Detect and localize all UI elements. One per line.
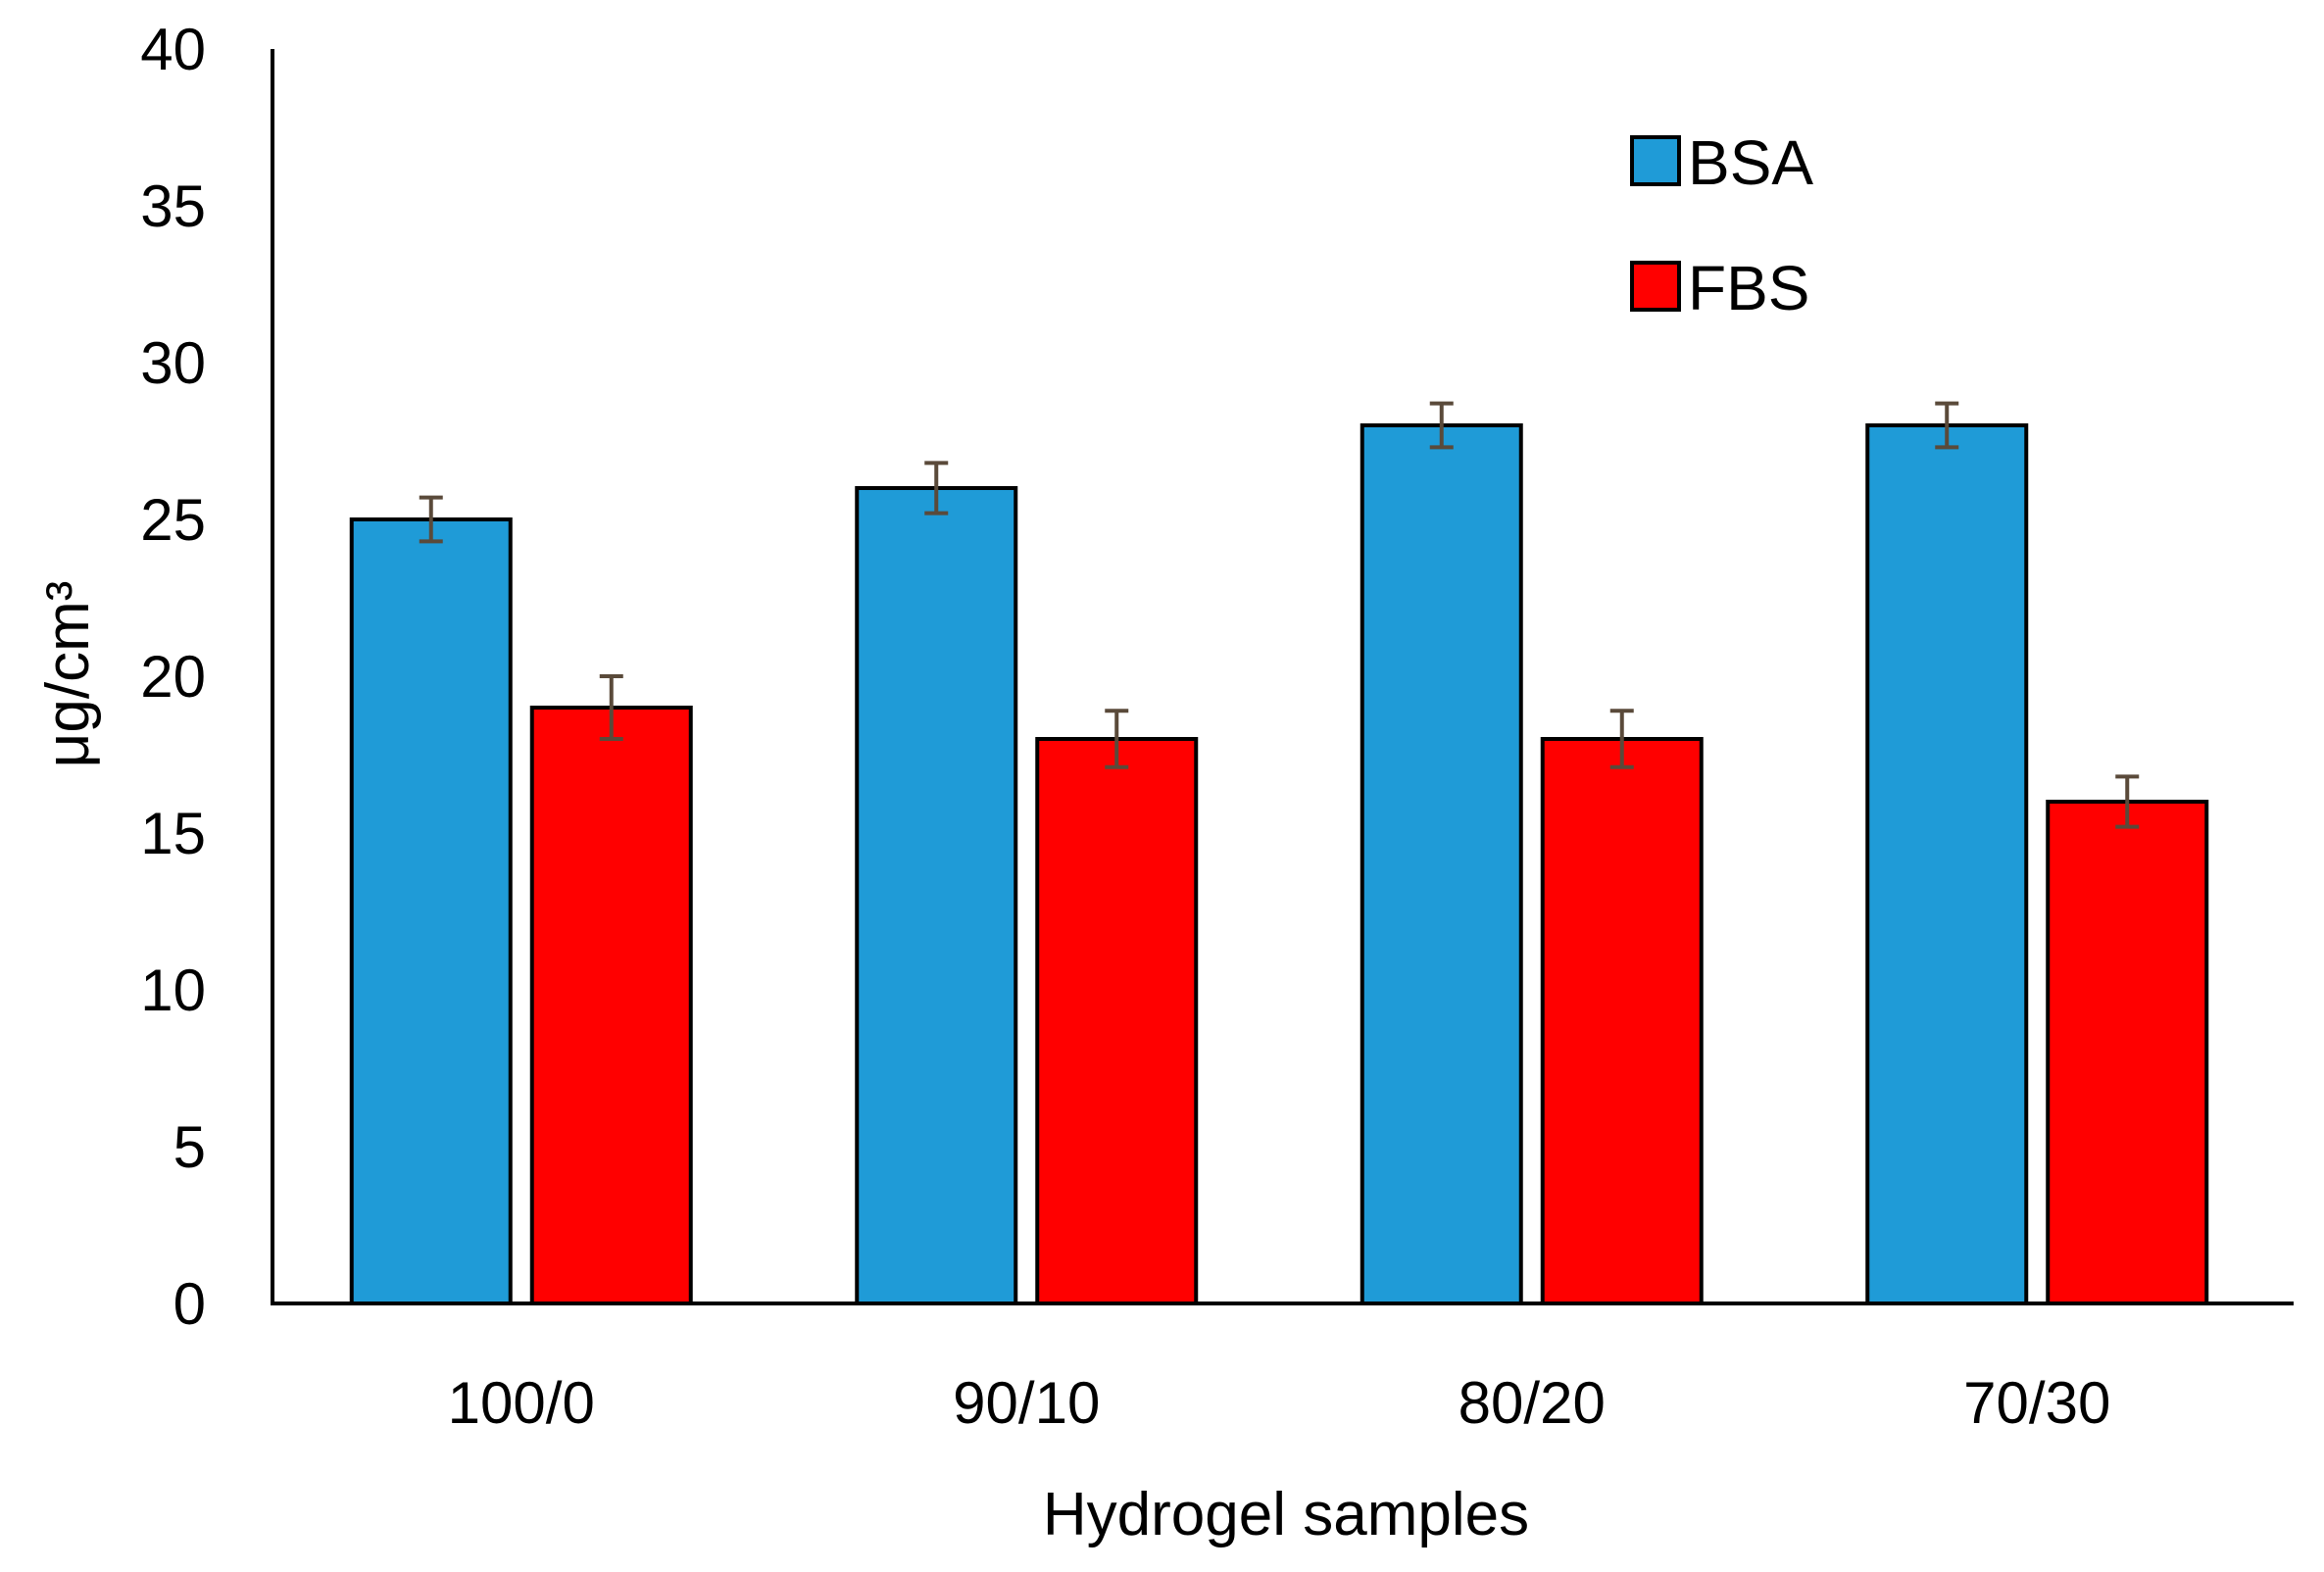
x-tick-label: 80/20 bbox=[1459, 1370, 1606, 1436]
legend-label-bsa: BSA bbox=[1688, 127, 1813, 198]
y-tick-label: 0 bbox=[173, 1271, 206, 1337]
axes bbox=[271, 49, 2294, 1305]
bar-bsa bbox=[349, 517, 513, 1305]
x-tick-labels: 100/0 90/10 80/20 70/30 bbox=[448, 1370, 2111, 1436]
error-bar bbox=[924, 461, 949, 516]
y-axis-title: μg/cm³ bbox=[34, 581, 102, 768]
bar-fbs bbox=[2046, 800, 2209, 1305]
bar-fbs bbox=[529, 706, 693, 1305]
error-bar bbox=[1935, 401, 1959, 450]
error-bar bbox=[599, 674, 623, 741]
error-bar bbox=[419, 495, 443, 544]
legend-label-fbs: FBS bbox=[1688, 253, 1809, 323]
x-tick-label: 100/0 bbox=[448, 1370, 595, 1436]
y-tick-label: 30 bbox=[140, 330, 206, 396]
error-bar bbox=[1429, 401, 1454, 450]
error-bar bbox=[2115, 774, 2140, 829]
bar-fbs bbox=[1035, 737, 1199, 1305]
y-tick-label: 5 bbox=[173, 1114, 206, 1180]
bar-fbs bbox=[1540, 737, 1704, 1305]
y-tick-label: 40 bbox=[140, 17, 206, 82]
error-bar bbox=[1105, 709, 1129, 769]
y-tick-label: 35 bbox=[140, 173, 206, 239]
bar-bsa bbox=[855, 486, 1018, 1305]
legend-swatch-fbs bbox=[1630, 261, 1681, 312]
x-axis-title: Hydrogel samples bbox=[1043, 1481, 1529, 1548]
plot-area bbox=[349, 401, 2209, 1305]
legend-swatch-bsa bbox=[1630, 135, 1681, 186]
bar-bsa bbox=[1360, 423, 1523, 1305]
y-tick-labels: 0 5 10 15 20 25 30 35 40 bbox=[140, 17, 206, 1337]
x-tick-label: 90/10 bbox=[953, 1370, 1100, 1436]
y-tick-label: 25 bbox=[140, 487, 206, 553]
y-tick-label: 15 bbox=[140, 801, 206, 866]
legend: BSA FBS bbox=[1630, 127, 1813, 323]
error-bar bbox=[1609, 709, 1634, 769]
x-tick-label: 70/30 bbox=[1963, 1370, 2110, 1436]
bar-bsa bbox=[1865, 423, 2029, 1305]
y-tick-label: 20 bbox=[140, 644, 206, 710]
y-tick-label: 10 bbox=[140, 958, 206, 1023]
